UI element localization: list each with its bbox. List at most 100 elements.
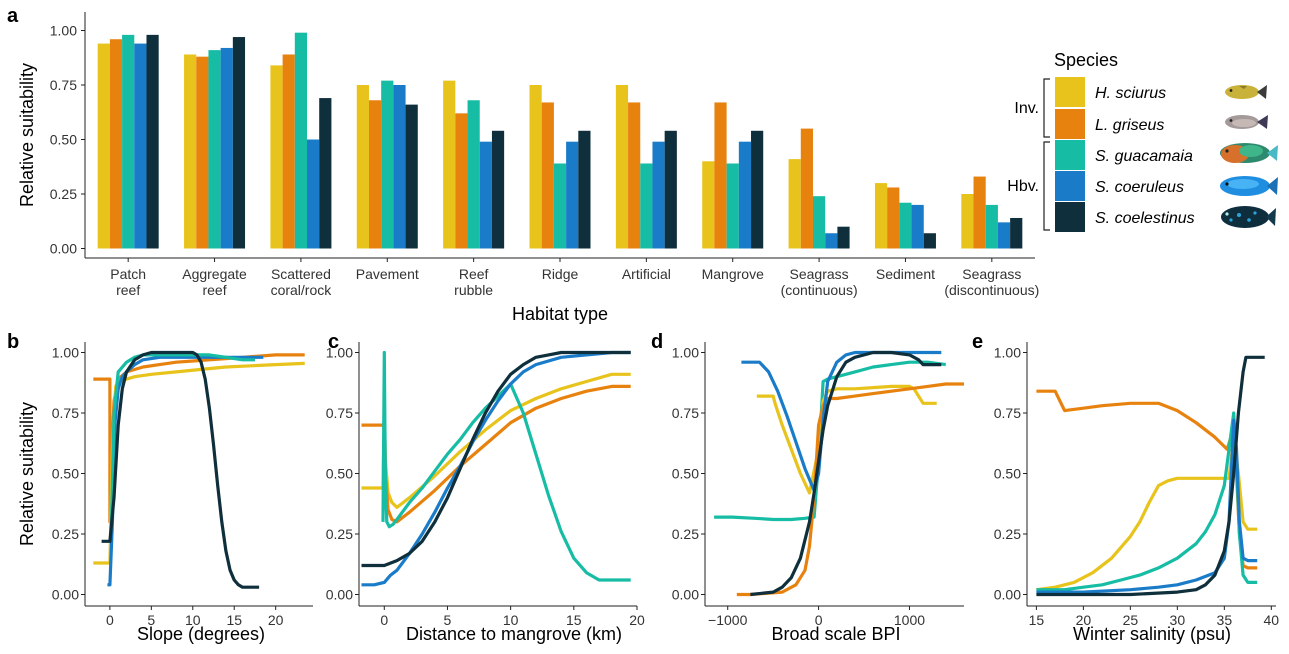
bar-patch-reef-s-guacamaia	[122, 34, 135, 249]
bar-seagrass-continuous-s-coeruleus	[825, 233, 838, 249]
panel-d-x-tick-label: 0	[815, 612, 823, 628]
panel-d-x-tick-label: 1000	[894, 612, 925, 628]
line-b-h-sciurus	[93, 361, 305, 565]
panel-e-x-axis-label: Winter salinity (psu)	[1073, 624, 1231, 644]
legend-label-h-sciurus: H. sciurus	[1095, 85, 1166, 102]
panel-e-x-tick-label: 15	[1029, 612, 1045, 628]
panel-c-y-tick-label: 1.00	[326, 345, 353, 361]
panel-e-y-tick-label: 0.75	[994, 405, 1021, 421]
panel-b-x-tick-label: 0	[106, 612, 114, 628]
legend-swatch-s-coeruleus	[1055, 171, 1085, 201]
panel-a-x-tick-label: Sediment	[876, 266, 935, 282]
line-c-s-guacamaia	[381, 350, 631, 582]
bar-ridge-s-coeruleus	[566, 141, 579, 249]
bar-ridge-s-coelestinus	[578, 130, 591, 249]
bar-scattered-coral-rock-s-guacamaia	[294, 32, 308, 249]
panel-a-y-tick-label: 1.00	[50, 23, 77, 39]
bar-artificial-s-coelestinus	[664, 130, 677, 249]
panel-c-y-tick-label: 0.25	[326, 526, 353, 542]
bar-seagrass-discontinuous-s-coelestinus	[1010, 217, 1023, 249]
bar-sediment-s-guacamaia	[899, 202, 912, 249]
line-c-s-coelestinus	[361, 350, 631, 568]
panel-e-y-tick-label: 0.00	[994, 587, 1021, 603]
line-e-h-sciurus	[1036, 435, 1258, 592]
panel-label-e: e	[972, 331, 983, 353]
panel-d-y-tick-label: 0.50	[672, 466, 699, 482]
panel-c-x-tick-label: 20	[629, 612, 645, 628]
panel-c-y-tick-label: 0.00	[326, 587, 353, 603]
panel-d-y-tick-label: 0.75	[672, 405, 699, 421]
panel-e-x-tick-label: 40	[1264, 612, 1280, 628]
panel-b-y-tick-label: 0.25	[52, 526, 79, 542]
rainbow-parrotfish-icon	[1220, 143, 1278, 163]
panel-c-y-tick-label: 0.50	[326, 466, 353, 482]
line-b-s-coelestinus	[101, 350, 260, 589]
bar-sediment-l-griseus	[887, 187, 900, 249]
panel-c-x-tick-label: 15	[566, 612, 582, 628]
panel-label-d: d	[651, 331, 663, 353]
line-d-s-guacamaia	[714, 360, 947, 522]
panel-a-x-tick-label: Seagrass	[962, 266, 1021, 282]
bar-pavement-s-coelestinus	[405, 104, 418, 249]
panel-a-x-tick-label: (continuous)	[781, 282, 858, 298]
panel-d-y-tick-label: 1.00	[672, 345, 699, 361]
legend-swatch-h-sciurus	[1055, 77, 1085, 107]
bar-reef-rubble-s-coelestinus	[491, 130, 505, 249]
bar-mangrove-l-griseus	[714, 102, 727, 249]
bar-sediment-h-sciurus	[874, 183, 888, 249]
bar-pavement-s-guacamaia	[381, 80, 394, 249]
legend-swatch-s-coelestinus	[1055, 202, 1085, 232]
legend: Species H. sciurus L. griseus S. guacama…	[1007, 50, 1278, 232]
bar-scattered-coral-rock-s-coelestinus	[319, 98, 332, 249]
panel-b-y-tick-label: 0.50	[52, 466, 79, 482]
bar-aggregate-reef-s-guacamaia	[208, 50, 221, 249]
panel-e-x-tick-label: 30	[1170, 612, 1186, 628]
panel-d-x-tick-label: −1000	[708, 612, 748, 628]
bar-aggregate-reef-s-coeruleus	[220, 47, 233, 249]
line-d-s-coelestinus	[750, 350, 942, 597]
panel-a-x-tick-label: Scattered	[271, 266, 331, 282]
bar-seagrass-discontinuous-s-coeruleus	[997, 222, 1011, 249]
panel-d-x-axis-label: Broad scale BPI	[771, 624, 900, 644]
panel-b-x-tick-label: 20	[268, 612, 284, 628]
panel-b-y-tick-label: 0.75	[52, 405, 79, 421]
bar-pavement-s-coeruleus	[393, 85, 406, 249]
line-b-s-coeruleus	[107, 355, 264, 587]
panel-label-a: a	[7, 5, 19, 27]
bar-sediment-s-coelestinus	[923, 233, 936, 249]
panel-a-y-tick-label: 0.75	[50, 77, 77, 93]
panel-e-x-tick-label: 20	[1076, 612, 1092, 628]
panel-a-x-tick-label: coral/rock	[271, 282, 333, 298]
legend-label-l-griseus: L. griseus	[1095, 117, 1164, 134]
bar-patch-reef-s-coeruleus	[134, 43, 147, 249]
panel-a-x-tick-label: Reef	[459, 266, 489, 282]
panel-c-x-tick-label: 5	[444, 612, 452, 628]
bar-scattered-coral-rock-s-coeruleus	[307, 139, 320, 249]
legend-swatch-l-griseus	[1055, 109, 1085, 139]
panel-b-y-tick-label: 1.00	[52, 345, 79, 361]
panel-a-x-tick-label: Seagrass	[790, 266, 849, 282]
line-e-s-guacamaia	[1036, 411, 1258, 592]
panel-e-y-tick-label: 1.00	[994, 345, 1021, 361]
panel-b-x-tick-label: 10	[185, 612, 201, 628]
bar-reef-rubble-s-guacamaia	[467, 100, 480, 249]
bar-artificial-l-griseus	[628, 102, 641, 249]
legend-title: Species	[1054, 50, 1118, 70]
gray-snapper-fish-icon	[1225, 115, 1268, 129]
bar-seagrass-discontinuous-h-sciurus	[961, 194, 974, 249]
bar-pavement-l-griseus	[368, 100, 382, 249]
bar-mangrove-h-sciurus	[702, 161, 715, 249]
bar-seagrass-continuous-l-griseus	[800, 128, 813, 249]
bar-seagrass-continuous-s-guacamaia	[812, 196, 826, 249]
bar-patch-reef-h-sciurus	[97, 43, 110, 249]
panel-a-x-tick-label: rubble	[454, 282, 493, 298]
bar-patch-reef-s-coelestinus	[146, 34, 159, 249]
panel-a-x-tick-label: Mangrove	[702, 266, 764, 282]
line-e-s-coelestinus	[1036, 355, 1265, 597]
panel-b-x-tick-label: 15	[226, 612, 242, 628]
bar-aggregate-reef-s-coelestinus	[232, 37, 246, 249]
bar-reef-rubble-s-coeruleus	[479, 141, 492, 249]
